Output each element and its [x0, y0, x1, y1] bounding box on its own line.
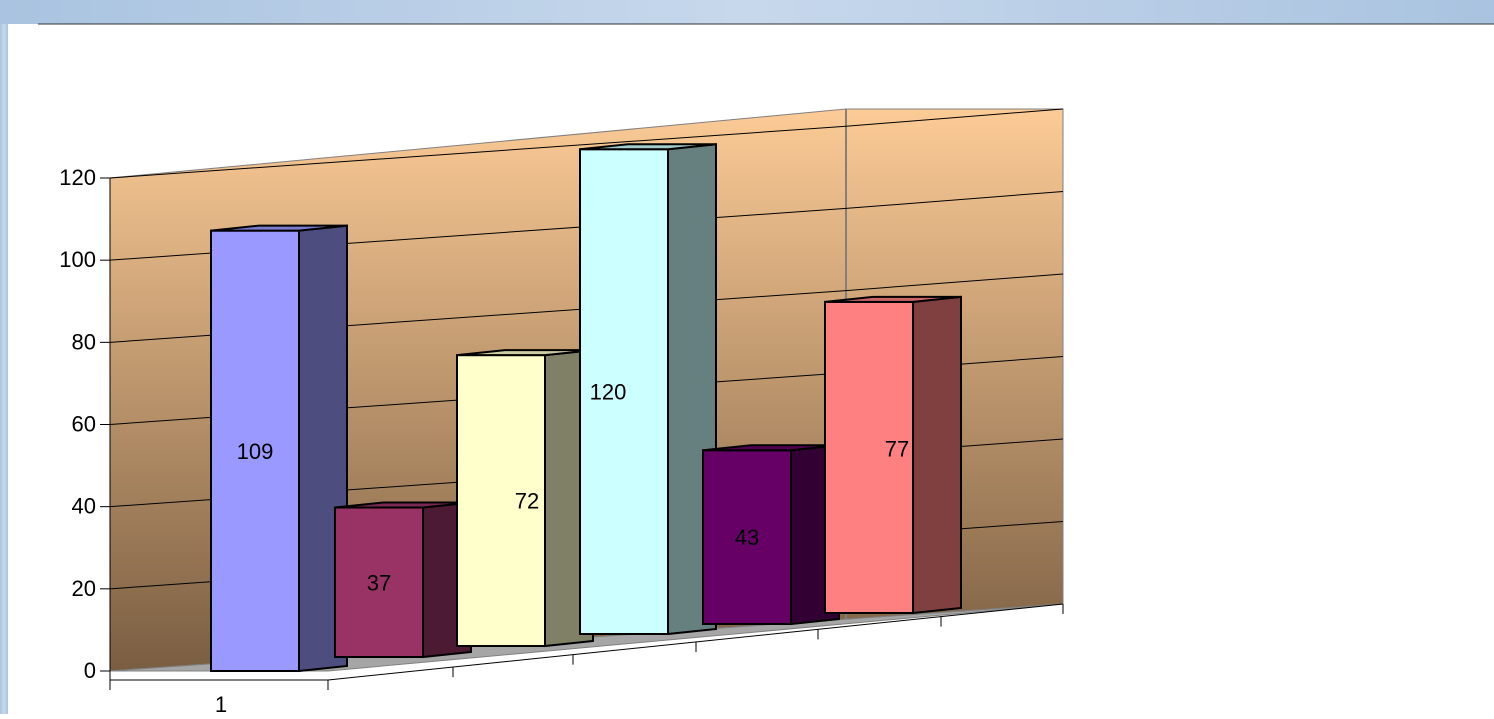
side-gridline-100	[845, 191, 1064, 209]
x-axis-ticks: 1	[109, 604, 1064, 717]
bar-front-3	[456, 354, 546, 647]
bar-front-2	[334, 506, 424, 658]
y-tick-label-40: 40	[72, 494, 96, 519]
y-tick-label-60: 60	[72, 412, 96, 437]
bar-1	[210, 224, 348, 673]
bar-6	[824, 295, 962, 615]
bar-top-1	[210, 224, 348, 232]
bar-side-6	[912, 295, 962, 615]
y-tick-label-20: 20	[72, 576, 96, 601]
bar-top-6	[824, 295, 962, 303]
bar-4	[579, 143, 717, 636]
y-tick-label-120: 120	[59, 165, 96, 190]
side-gridline-80	[845, 273, 1064, 292]
gridline-120	[109, 125, 847, 179]
data-labels: 109 37 72 120 43 77	[237, 380, 910, 596]
bar-5	[702, 444, 840, 626]
side-gridline-120	[845, 108, 1064, 127]
y-tick-label-80: 80	[72, 329, 96, 354]
bars	[210, 143, 962, 673]
frame-top-strip	[0, 0, 1494, 24]
y-tick-label-0: 0	[84, 658, 96, 683]
bar-top-4	[579, 143, 717, 151]
x-tick-label-1: 1	[215, 692, 227, 714]
y-axis-ticks: 0 20 40 60 80 100 120	[59, 165, 110, 683]
frame-left-strip	[0, 0, 8, 714]
data-label-5: 43	[735, 525, 759, 550]
data-label-1: 109	[237, 439, 274, 464]
bar-front-1	[210, 229, 300, 672]
y-tick-label-100: 100	[59, 247, 96, 272]
bar-2	[334, 501, 472, 659]
data-label-2: 37	[367, 570, 391, 595]
data-label-4: 120	[590, 380, 627, 405]
data-label-3: 72	[515, 489, 539, 514]
data-label-6: 77	[885, 436, 909, 461]
